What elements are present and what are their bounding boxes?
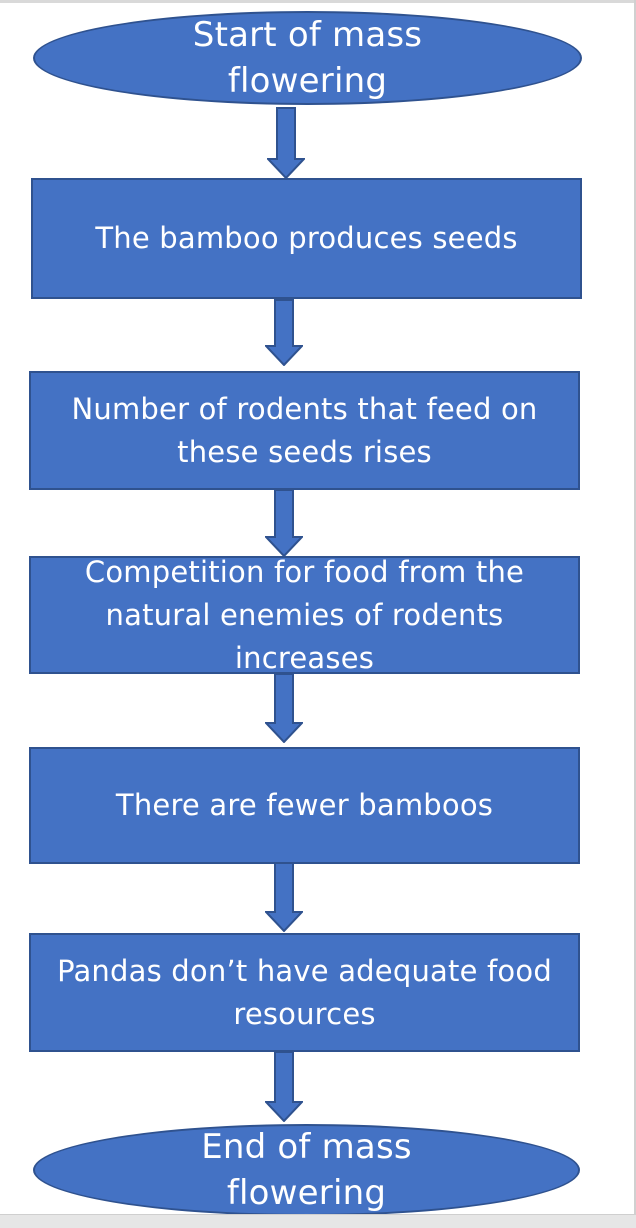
step-3-label: Competition for food from the natural en…: [84, 554, 525, 675]
step-5-label: Pandas don’t have adequate food resource…: [57, 953, 552, 1031]
step-2-label: Number of rodents that feed on these see…: [71, 391, 538, 469]
start-terminal-label: Start of mass flowering: [192, 15, 423, 101]
step-bamboo-produces-seeds: The bamboo produces seeds: [31, 178, 582, 299]
canvas-top-border: [0, 0, 636, 3]
arrow-down-2: [265, 299, 303, 366]
step-pandas-lack-food: Pandas don’t have adequate food resource…: [29, 933, 580, 1052]
start-terminal: Start of mass flowering: [33, 11, 582, 105]
canvas-bottom-bar: [0, 1214, 636, 1228]
step-rodents-rise: Number of rodents that feed on these see…: [29, 371, 580, 490]
step-1-label: The bamboo produces seeds: [95, 221, 518, 255]
step-fewer-bamboos: There are fewer bamboos: [29, 747, 580, 864]
step-4-label: There are fewer bamboos: [115, 788, 494, 822]
end-terminal: End of mass flowering: [33, 1124, 580, 1216]
end-terminal-label: End of mass flowering: [201, 1127, 412, 1213]
arrow-down-5: [265, 862, 303, 932]
arrow-down-6: [265, 1051, 303, 1122]
arrow-down-1: [267, 107, 305, 179]
step-competition-increases: Competition for food from the natural en…: [29, 555, 580, 675]
arrow-down-3: [265, 489, 303, 557]
canvas-right-border: [634, 0, 636, 1228]
arrow-down-4: [265, 673, 303, 743]
